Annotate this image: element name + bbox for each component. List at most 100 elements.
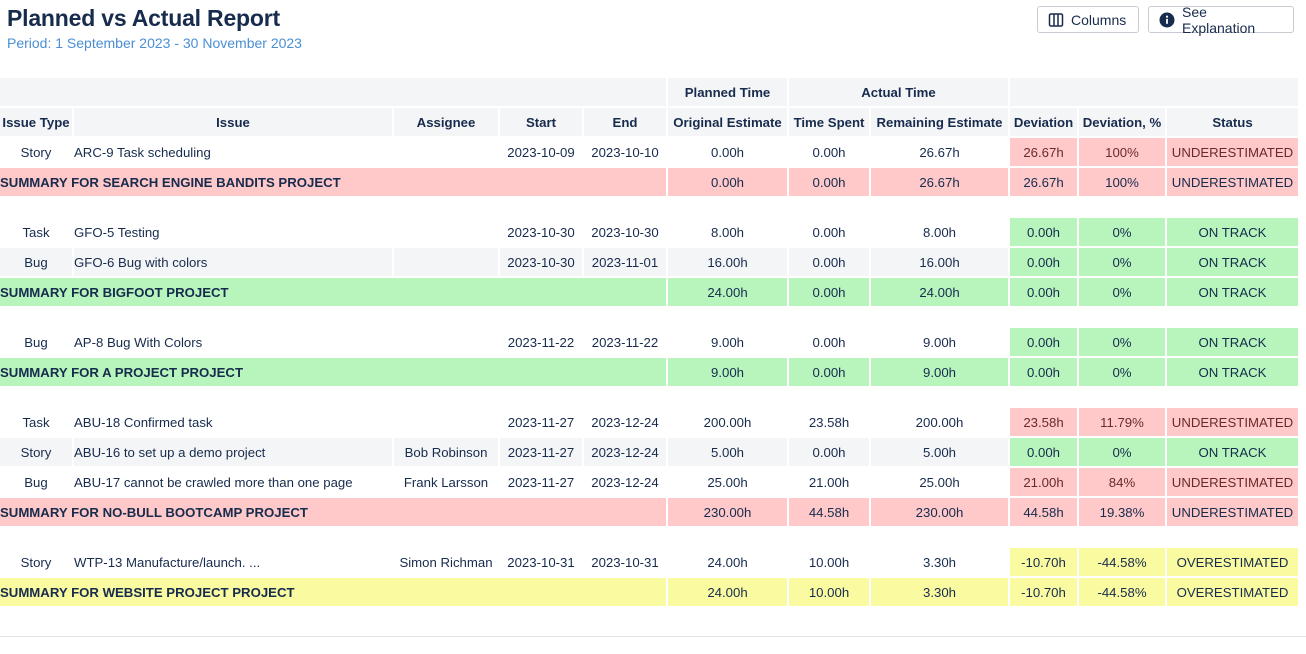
summary-row: SUMMARY FOR BIGFOOT PROJECT 24.00h 0.00h 24…	[0, 278, 1298, 306]
summary-deviation-pct: 0%	[1079, 278, 1165, 306]
col-start[interactable]: Start	[500, 108, 582, 136]
summary-label: SUMMARY FOR NO-BULL BOOTCAMP PROJECT	[0, 498, 666, 526]
cell-deviation: 0.00h	[1010, 248, 1077, 276]
table-row[interactable]: Task ABU-18 Confirmed task 2023-11-27 2023-…	[0, 408, 1298, 436]
col-assignee[interactable]: Assignee	[394, 108, 498, 136]
col-time-spent[interactable]: Time Spent	[789, 108, 869, 136]
summary-row: SUMMARY FOR A PROJECT PROJECT 9.00h 0.00h 9…	[0, 358, 1298, 386]
cell-issue-type: Bug	[0, 328, 72, 356]
cell-issue-type: Task	[0, 408, 72, 436]
table-row[interactable]: Task GFO-5 Testing 2023-10-30 2023-10-30 8.0…	[0, 218, 1298, 246]
cell-end: 2023-10-10	[584, 138, 666, 166]
cell-remaining-estimate: 26.67h	[871, 138, 1008, 166]
cell-deviation-pct: 0%	[1079, 218, 1165, 246]
cell-time-spent: 0.00h	[789, 438, 869, 466]
cell-time-spent: 0.00h	[789, 138, 869, 166]
table-row[interactable]: Story WTP-13 Manufacture/launch. ... Simon…	[0, 548, 1298, 576]
cell-issue[interactable]: GFO-6 Bug with colors	[74, 248, 392, 276]
see-explanation-button[interactable]: See Explanation	[1148, 4, 1294, 36]
cell-issue-type: Task	[0, 218, 72, 246]
table-row[interactable]: Story ABU-16 to set up a demo project Bob …	[0, 438, 1298, 466]
cell-issue[interactable]: AP-8 Bug With Colors	[74, 328, 392, 356]
cell-deviation-pct: 84%	[1079, 468, 1165, 496]
cell-status: ON TRACK	[1167, 438, 1298, 466]
cell-assignee	[394, 138, 498, 166]
cell-assignee: Bob Robinson	[394, 438, 498, 466]
table-row[interactable]: Bug AP-8 Bug With Colors 2023-11-22 2023-11…	[0, 328, 1298, 356]
cell-deviation-pct: 0%	[1079, 328, 1165, 356]
col-remaining-estimate[interactable]: Remaining Estimate	[871, 108, 1008, 136]
cell-issue[interactable]: ABU-16 to set up a demo project	[74, 438, 392, 466]
cell-assignee	[394, 248, 498, 276]
summary-deviation: -10.70h	[1010, 578, 1077, 606]
cell-assignee	[394, 408, 498, 436]
summary-row: SUMMARY FOR WEBSITE PROJECT PROJECT 24.00…	[0, 578, 1298, 606]
summary-remaining-estimate: 3.30h	[871, 578, 1008, 606]
cell-original-estimate: 200.00h	[668, 408, 787, 436]
summary-deviation: 26.67h	[1010, 168, 1077, 196]
cell-status: ON TRACK	[1167, 328, 1298, 356]
cell-status: UNDERESTIMATED	[1167, 138, 1298, 166]
summary-deviation-pct: 0%	[1079, 358, 1165, 386]
summary-status: ON TRACK	[1167, 278, 1298, 306]
cell-time-spent: 0.00h	[789, 328, 869, 356]
cell-issue-type: Story	[0, 548, 72, 576]
cell-issue[interactable]: GFO-5 Testing	[74, 218, 392, 246]
cell-issue[interactable]: WTP-13 Manufacture/launch. ...	[74, 548, 392, 576]
cell-deviation-pct: 0%	[1079, 438, 1165, 466]
summary-original-estimate: 230.00h	[668, 498, 787, 526]
cell-start: 2023-10-30	[500, 218, 582, 246]
cell-issue-type: Bug	[0, 248, 72, 276]
cell-time-spent: 21.00h	[789, 468, 869, 496]
col-issue-type[interactable]: Issue Type	[0, 108, 72, 136]
col-original-estimate[interactable]: Original Estimate	[668, 108, 787, 136]
summary-label: SUMMARY FOR WEBSITE PROJECT PROJECT	[0, 578, 666, 606]
summary-label: SUMMARY FOR A PROJECT PROJECT	[0, 358, 666, 386]
cell-deviation: 0.00h	[1010, 438, 1077, 466]
col-issue[interactable]: Issue	[74, 108, 392, 136]
summary-deviation-pct: 19.38%	[1079, 498, 1165, 526]
cell-time-spent: 10.00h	[789, 548, 869, 576]
cell-issue[interactable]: ABU-18 Confirmed task	[74, 408, 392, 436]
cell-end: 2023-10-31	[584, 548, 666, 576]
cell-issue[interactable]: ABU-17 cannot be crawled more than one p…	[74, 468, 392, 496]
cell-issue[interactable]: ARC-9 Task scheduling	[74, 138, 392, 166]
cell-status: UNDERESTIMATED	[1167, 408, 1298, 436]
group-spacer	[0, 528, 1298, 546]
cell-end: 2023-11-22	[584, 328, 666, 356]
actual-time-header: Actual Time	[789, 78, 1008, 106]
col-deviation-pct[interactable]: Deviation, %	[1079, 108, 1165, 136]
columns-icon	[1048, 12, 1064, 28]
table-row[interactable]: Bug GFO-6 Bug with colors 2023-10-30 2023-1…	[0, 248, 1298, 276]
summary-time-spent: 0.00h	[789, 168, 869, 196]
cell-assignee: Frank Larsson	[394, 468, 498, 496]
summary-status: ON TRACK	[1167, 358, 1298, 386]
cell-issue-type: Bug	[0, 468, 72, 496]
group-spacer	[0, 308, 1298, 326]
summary-original-estimate: 0.00h	[668, 168, 787, 196]
group-spacer	[0, 388, 1298, 406]
summary-row: SUMMARY FOR NO-BULL BOOTCAMP PROJECT 230.…	[0, 498, 1298, 526]
cell-deviation: 21.00h	[1010, 468, 1077, 496]
col-deviation[interactable]: Deviation	[1010, 108, 1077, 136]
cell-deviation-pct: -44.58%	[1079, 548, 1165, 576]
col-end[interactable]: End	[584, 108, 666, 136]
columns-button[interactable]: Columns	[1037, 6, 1139, 33]
col-status[interactable]: Status	[1167, 108, 1298, 136]
table-row[interactable]: Bug ABU-17 cannot be crawled more than on…	[0, 468, 1298, 496]
summary-status: UNDERESTIMATED	[1167, 498, 1298, 526]
summary-label: SUMMARY FOR BIGFOOT PROJECT	[0, 278, 666, 306]
cell-assignee	[394, 218, 498, 246]
cell-remaining-estimate: 5.00h	[871, 438, 1008, 466]
cell-time-spent: 23.58h	[789, 408, 869, 436]
cell-original-estimate: 25.00h	[668, 468, 787, 496]
summary-deviation: 44.58h	[1010, 498, 1077, 526]
table-row[interactable]: Story ARC-9 Task scheduling 2023-10-09 2023…	[0, 138, 1298, 166]
planned-vs-actual-table: Planned Time Actual Time Issue Type Issu…	[0, 76, 1300, 608]
cell-issue-type: Story	[0, 138, 72, 166]
summary-original-estimate: 24.00h	[668, 278, 787, 306]
cell-original-estimate: 24.00h	[668, 548, 787, 576]
cell-original-estimate: 0.00h	[668, 138, 787, 166]
report-period: Period: 1 September 2023 - 30 November 2…	[7, 35, 302, 51]
cell-deviation-pct: 100%	[1079, 138, 1165, 166]
